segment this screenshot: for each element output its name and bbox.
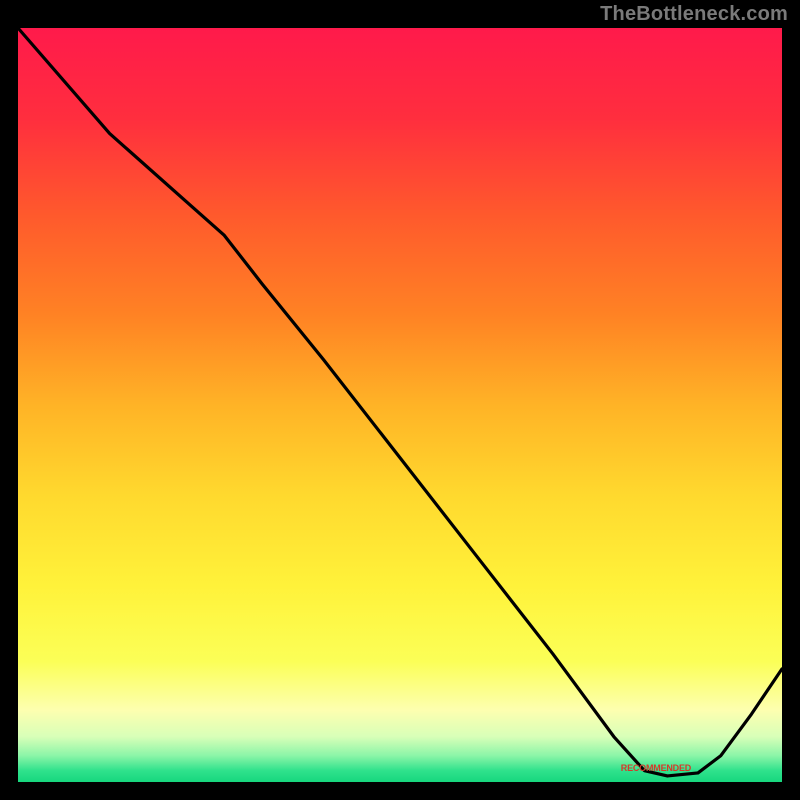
chart-container: { "watermark": { "text": "TheBottleneck.… (0, 0, 800, 800)
bottleneck-chart (0, 0, 800, 800)
watermark-text: TheBottleneck.com (600, 3, 788, 26)
plot-background (18, 28, 782, 782)
recommended-label: RECOMMENDED (621, 763, 691, 773)
